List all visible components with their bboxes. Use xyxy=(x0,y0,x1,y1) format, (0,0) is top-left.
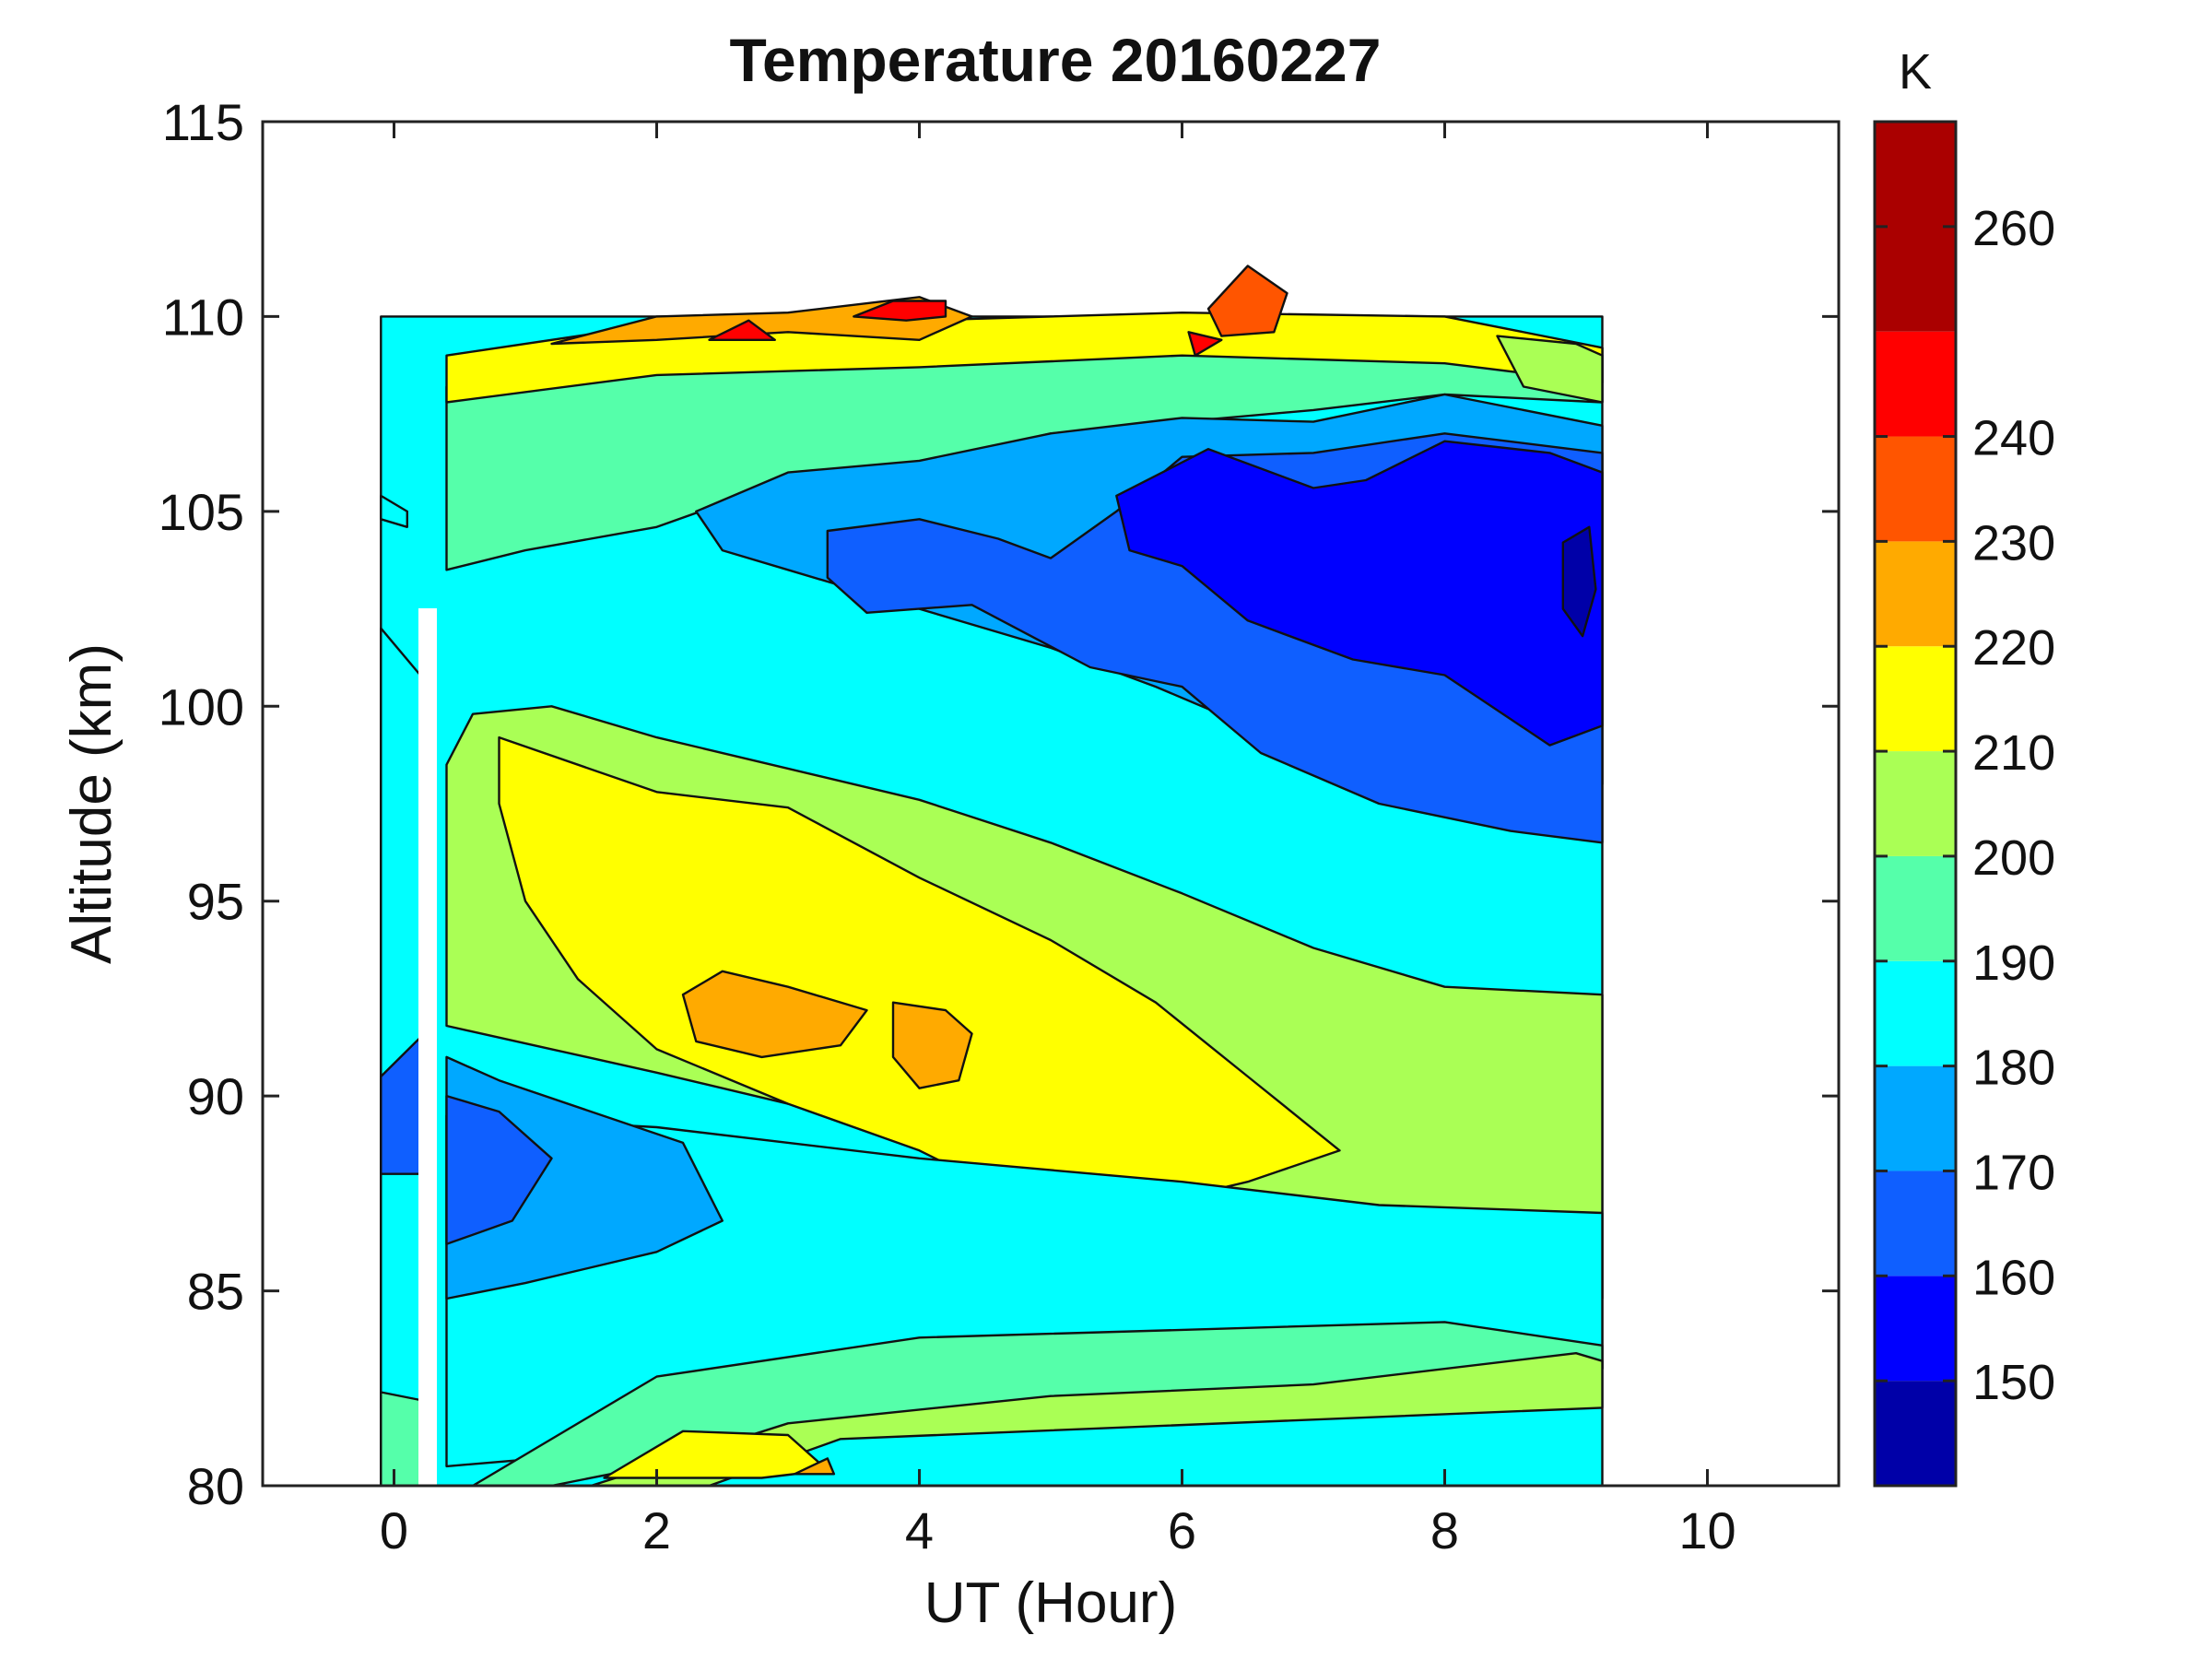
x-tick-label: 6 xyxy=(1168,1501,1196,1559)
y-tick-label: 115 xyxy=(162,93,244,151)
y-axis-ticks: 80 85 90 95 100 105 110 115 xyxy=(159,93,1839,1515)
colorbar-segment xyxy=(1875,122,1956,332)
colorbar-segment xyxy=(1875,1171,1956,1277)
plot-frame xyxy=(261,120,1841,1488)
colorbar-segment xyxy=(1875,646,1956,752)
colorbar-frame xyxy=(1873,120,1958,1488)
y-tick-label: 100 xyxy=(159,677,244,735)
colorbar-tick-label: 260 xyxy=(1972,201,2055,256)
x-tick-label: 4 xyxy=(905,1501,934,1559)
band-top-red xyxy=(853,300,947,322)
band-top-green-right xyxy=(1496,335,1604,404)
colorbar-tick-label: 160 xyxy=(1972,1250,2055,1305)
colorbar-segment xyxy=(1875,855,1956,961)
band-upper-darkblue-core xyxy=(1561,525,1597,638)
colorbar-segment xyxy=(1875,541,1956,647)
colorbar-tick-label: 240 xyxy=(1972,411,2055,466)
colorbar-segments xyxy=(1875,122,1956,1486)
colorbar-tick-label: 220 xyxy=(1972,620,2055,676)
colorbar-segment xyxy=(1875,751,1956,856)
colorbar-segment xyxy=(1875,1065,1956,1171)
band-left-strip-cyan xyxy=(380,627,422,1409)
colorbar-segment xyxy=(1875,331,1956,437)
band-top-red-2 xyxy=(708,319,776,341)
colorbar-tick-label: 170 xyxy=(1972,1145,2055,1200)
x-axis-ticks: 0 2 4 6 8 10 xyxy=(380,122,1736,1559)
y-tick-label: 90 xyxy=(187,1067,244,1125)
y-tick-label: 80 xyxy=(187,1457,244,1515)
band-yellow-mid xyxy=(891,1001,973,1089)
contour-bands-layer xyxy=(380,265,1604,1486)
band-left-fragment xyxy=(380,494,408,528)
colorbar-segment xyxy=(1875,436,1956,542)
colorbar-segment xyxy=(1875,960,1956,1066)
x-axis-label: UT (Hour) xyxy=(924,1571,1177,1635)
x-tick-label: 2 xyxy=(642,1501,671,1559)
colorbar-segment xyxy=(1875,1276,1956,1382)
band-bottom-yellow xyxy=(603,1430,829,1479)
data-gap-stripe xyxy=(418,608,437,1486)
colorbar-tick-label: 150 xyxy=(1972,1355,2055,1410)
y-tick-label: 85 xyxy=(187,1263,244,1321)
colorbar-tick-label: 180 xyxy=(1972,1041,2055,1096)
plot-area: 0 2 4 6 8 10 80 85 90 95 100 105 110 115 xyxy=(159,93,1841,1559)
band-left-strip-green xyxy=(380,1391,422,1486)
y-tick-label: 110 xyxy=(162,288,244,346)
colorbar-segment xyxy=(1875,1381,1956,1486)
band-top-red-3 xyxy=(1187,331,1223,357)
band-yellow-left xyxy=(681,970,868,1059)
y-tick-label: 105 xyxy=(159,483,244,541)
colorbar-tick-label: 200 xyxy=(1972,830,2055,886)
x-tick-label: 10 xyxy=(1678,1501,1735,1559)
band-top-orange xyxy=(550,296,973,346)
band-lower-blue xyxy=(445,1094,553,1246)
band-upper-darkblue xyxy=(1115,440,1604,747)
band-top-orange-right xyxy=(1206,265,1288,337)
band-bottom-orange xyxy=(793,1457,836,1476)
x-tick-label: 8 xyxy=(1430,1501,1459,1559)
y-axis-label: Altitude (km) xyxy=(60,643,124,964)
colorbar-unit-label: K xyxy=(1899,44,1932,100)
colorbar-tick-label: 230 xyxy=(1972,515,2055,571)
colorbar-tick-label: 210 xyxy=(1972,725,2055,781)
colorbar: 150 160 170 180 190 200 210 220 230 240 260 K xyxy=(1873,44,2055,1488)
x-tick-label: 0 xyxy=(380,1501,408,1559)
y-tick-label: 95 xyxy=(187,873,244,931)
colorbar-tick-label: 190 xyxy=(1972,935,2055,991)
colorbar-ticks: 150 160 170 180 190 200 210 220 230 240 260 xyxy=(1875,201,2055,1410)
chart-title: Temperature 20160227 xyxy=(730,26,1382,94)
band-lower-lightblue xyxy=(445,1055,724,1300)
